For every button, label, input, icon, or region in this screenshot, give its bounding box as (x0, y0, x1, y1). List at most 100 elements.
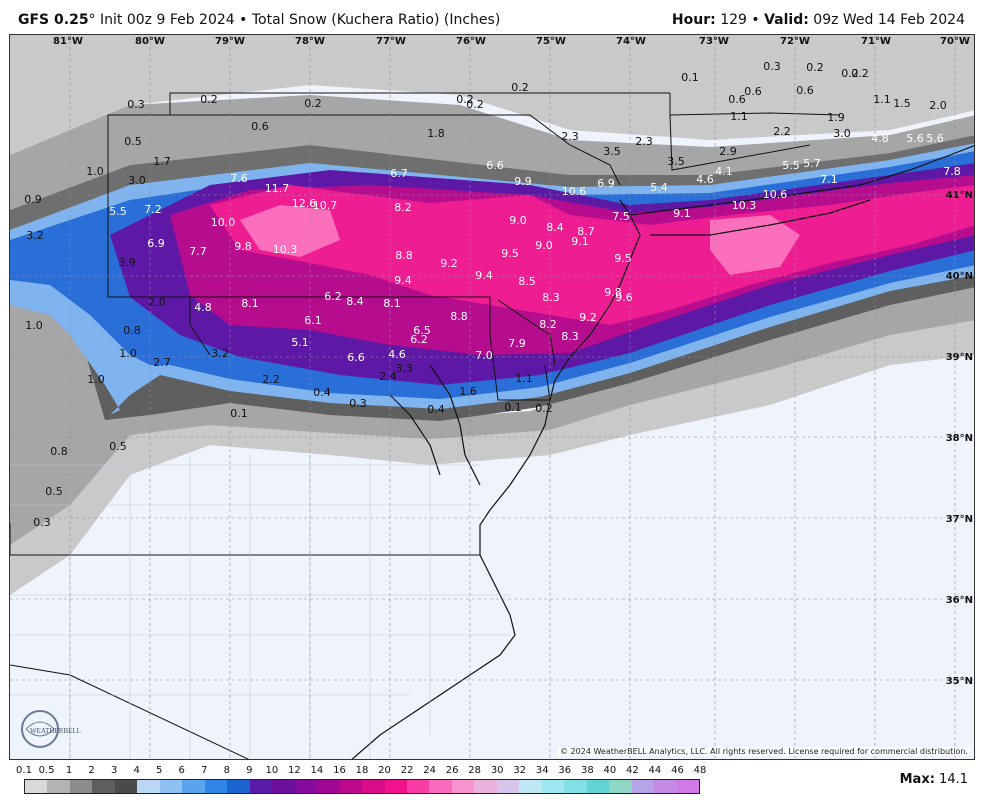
legend-tick-label: 7 (201, 765, 208, 776)
snow-total-value: 2.9 (719, 145, 737, 158)
snow-shade-light-gray (10, 35, 974, 155)
snow-total-value: 1.1 (873, 93, 891, 106)
snow-total-value: 8.8 (395, 249, 413, 262)
snow-total-value: 6.7 (390, 167, 408, 180)
valid-value: 09z Wed 14 Feb 2024 (813, 12, 965, 28)
snow-total-value: 0.2 (304, 97, 322, 110)
legend-color-swatch (317, 780, 340, 793)
degree-symbol: ° (88, 12, 96, 28)
legend-tick-label: 1 (65, 765, 73, 776)
legend-tick-label: 26 (445, 765, 459, 776)
longitude-label: 70°W (940, 36, 970, 47)
legend-tick-label: 18 (355, 765, 369, 776)
snow-total-value: 8.2 (539, 318, 557, 331)
snow-total-value: 2.3 (635, 135, 653, 148)
legend-tick-label: 24 (423, 765, 436, 776)
snow-total-value: 4.6 (696, 173, 714, 186)
legend-color-swatch (294, 780, 318, 793)
legend-tick-label: 48 (693, 765, 707, 776)
legend-tick-label: 6 (178, 765, 185, 776)
legend-color-swatch (25, 780, 48, 793)
snow-total-value: 8.1 (383, 297, 401, 310)
snow-total-value: 0.1 (504, 401, 522, 414)
snow-total-value: 2.7 (153, 356, 171, 369)
snow-shade-mid-gray (10, 95, 974, 210)
snow-total-value: 3.5 (603, 145, 621, 158)
snow-shade-light-pink-max-2 (710, 215, 800, 275)
snow-total-value: 6.2 (324, 290, 342, 303)
snow-total-value: 9.4 (394, 274, 412, 287)
legend-color-swatch (182, 780, 205, 793)
snow-total-value: 0.2 (456, 93, 474, 106)
snow-total-value: 9.5 (501, 247, 519, 260)
max-label: Max: (899, 772, 935, 787)
snow-total-value: 7.2 (144, 203, 162, 216)
snow-total-value: 0.1 (230, 407, 248, 420)
weatherbell-logo: WEATHERBELL (18, 707, 98, 751)
snow-total-value: 1.0 (87, 373, 105, 386)
legend-color-swatch (519, 780, 542, 793)
snow-total-value: 5.5 (109, 205, 127, 218)
snow-total-value: 7.5 (612, 210, 630, 223)
snow-total-value: 1.1 (730, 110, 748, 123)
map-canvas: 81°W 80°W 79°W 78°W 77°W 76°W 75°W 74°W 73°W 72°W… (10, 35, 974, 759)
snow-total-value: 9.0 (509, 214, 527, 227)
legend-tick-label: 0.5 (38, 765, 55, 776)
snow-total-value: 8.7 (577, 225, 595, 238)
hour-value: 129 (720, 12, 747, 28)
snow-total-value: 0.4 (427, 403, 445, 416)
snow-total-value: 4.6 (388, 348, 406, 361)
legend-color-swatch (406, 780, 430, 793)
snow-total-value: 9.6 (615, 291, 633, 304)
longitude-label: 76°W (456, 36, 486, 47)
longitude-label: 78°W (295, 36, 325, 47)
snow-total-value: 7.1 (820, 173, 838, 186)
init-time: Init 00z 9 Feb 2024 (100, 12, 235, 28)
snow-total-value: 7.0 (475, 349, 493, 362)
snow-total-value: 0.2 (806, 61, 824, 74)
legend-tick-label: 36 (558, 765, 572, 776)
snow-total-value: 0.8 (50, 445, 68, 458)
snow-total-value: 9.4 (475, 269, 493, 282)
snow-total-value: 10.0 (211, 216, 236, 229)
legend-color-swatch (654, 780, 677, 793)
snowfall-map[interactable]: 81°W 80°W 79°W 78°W 77°W 76°W 75°W 74°W 73°W 72°W… (9, 34, 975, 760)
snow-total-value: 5.6 (926, 132, 944, 145)
snow-total-value: 0.8 (123, 324, 141, 337)
longitude-label: 77°W (376, 36, 406, 47)
copyright-notice: © 2024 WeatherBELL Analytics, LLC. All r… (558, 747, 970, 756)
snow-total-value: 1.1 (515, 372, 533, 385)
snow-total-value: 5.7 (803, 157, 821, 170)
snow-total-value: 3.9 (118, 256, 136, 269)
snow-total-value: 7.8 (943, 165, 961, 178)
legend-color-swatch (451, 780, 475, 793)
longitude-label: 75°W (536, 36, 566, 47)
snow-total-value: 0.2 (841, 67, 859, 80)
snow-total-value: 1.7 (153, 155, 171, 168)
snow-total-value: 0.2 (851, 67, 869, 80)
snow-total-value: 0.3 (763, 60, 781, 73)
legend-color-swatch (609, 780, 632, 793)
snow-total-value: 0.9 (24, 193, 42, 206)
snow-total-value: 1.0 (86, 165, 104, 178)
snow-total-value: 6.2 (410, 333, 428, 346)
legend-color-swatch (249, 780, 273, 793)
legend-color-swatch (137, 780, 160, 793)
max-value: 14.1 (939, 772, 968, 787)
legend-color-swatch (496, 780, 520, 793)
legend-tick-label: 28 (468, 765, 482, 776)
legend-tick-label: 4 (133, 765, 140, 776)
snow-total-value: 0.5 (45, 485, 63, 498)
snow-total-value: 2.2 (262, 373, 280, 386)
snow-total-value: 2.4 (379, 370, 397, 383)
longitude-label: 74°W (616, 36, 646, 47)
latitude-label: 37°N (946, 514, 973, 525)
legend-tick-label: 22 (400, 765, 414, 776)
snow-total-value: 10.7 (313, 199, 338, 212)
snow-total-value: 2.3 (561, 130, 579, 143)
valid-label: Valid: (764, 12, 809, 28)
snow-total-value: 0.1 (681, 71, 699, 84)
snow-total-value: 1.0 (25, 319, 43, 332)
legend-tick-label: 9 (246, 765, 253, 776)
snow-total-value: 0.5 (124, 135, 142, 148)
